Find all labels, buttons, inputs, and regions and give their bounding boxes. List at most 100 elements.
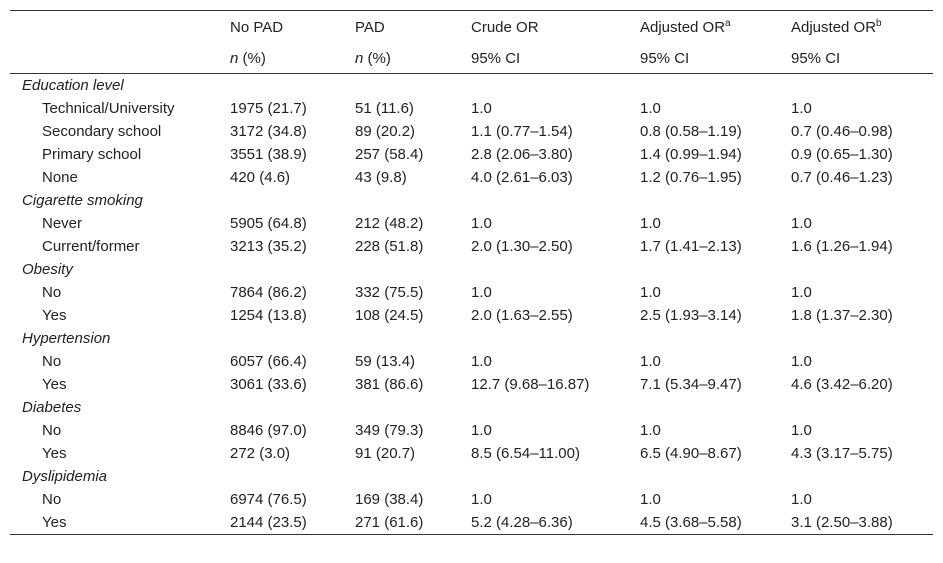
header-cell: No PAD — [220, 11, 345, 44]
cell: 6.5 (4.90–8.67) — [640, 445, 742, 462]
cell: 2.5 (1.93–3.14) — [640, 307, 742, 324]
cell: 1975 (21.7) — [230, 100, 307, 117]
header-cell: 95% CI — [781, 43, 933, 74]
header-cell: 95% CI — [630, 43, 781, 74]
cell: 1.0 — [471, 491, 492, 508]
cell: 7864 (86.2) — [230, 284, 307, 301]
data-row: Current/former 3213 (35.2) 228 (51.8) 2.0 (… — [10, 235, 933, 258]
section-label: Hypertension — [22, 330, 111, 347]
header-text: 95% CI — [471, 49, 521, 67]
cell: 1.0 — [640, 353, 661, 370]
cell: 3061 (33.6) — [230, 376, 307, 393]
section-row: Education level — [10, 74, 933, 98]
cell: 1.6 (1.26–1.94) — [791, 238, 893, 255]
cell: 8.5 (6.54–11.00) — [471, 445, 580, 462]
cell: 1.1 (0.77–1.54) — [471, 123, 573, 140]
cell: 271 (61.6) — [355, 514, 424, 531]
header-cell: n (%) — [345, 43, 461, 74]
cell: 51 (11.6) — [355, 100, 414, 117]
cell: 2.0 (1.30–2.50) — [471, 238, 573, 255]
cell: 228 (51.8) — [355, 238, 424, 255]
data-row: Yes 3061 (33.6) 381 (86.6) 12.7 (9.68–16.87… — [10, 373, 933, 396]
cell: 6974 (76.5) — [230, 491, 307, 508]
data-row: Secondary school 3172 (34.8) 89 (20.2) 1.1 … — [10, 120, 933, 143]
header-cell: 95% CI — [461, 43, 630, 74]
row-label: No — [42, 284, 62, 301]
data-row: Primary school 3551 (38.9) 257 (58.4) 2.8 (… — [10, 143, 933, 166]
cell: 8846 (97.0) — [230, 422, 307, 439]
cell: 59 (13.4) — [355, 353, 416, 370]
data-row: Yes 1254 (13.8) 108 (24.5) 2.0 (1.63–2.55) 2… — [10, 304, 933, 327]
section-label: Cigarette smoking — [22, 192, 143, 209]
section-label: Obesity — [22, 261, 73, 278]
cell: 1.4 (0.99–1.94) — [640, 146, 742, 163]
cell: 0.8 (0.58–1.19) — [640, 123, 742, 140]
cell: 1.0 — [640, 491, 661, 508]
row-label: Yes — [42, 514, 67, 531]
section-row: Dyslipidemia — [10, 465, 933, 488]
cell: 7.1 (5.34–9.47) — [640, 376, 742, 393]
cell: 420 (4.6) — [230, 169, 291, 186]
header-text: Adjusted OR — [791, 19, 877, 36]
cell: 3172 (34.8) — [230, 123, 307, 140]
row-label: Technical/University — [42, 100, 175, 117]
superscript: b — [876, 18, 882, 29]
section-row: Diabetes — [10, 396, 933, 419]
cell: 4.5 (3.68–5.58) — [640, 514, 742, 531]
cell: 1.0 — [791, 491, 812, 508]
data-row: No 8846 (97.0) 349 (79.3) 1.0 1.0 1.0 — [10, 419, 933, 442]
header-text: (%) — [363, 49, 391, 67]
cell: 91 (20.7) — [355, 445, 416, 462]
cell: 1.0 — [471, 215, 492, 232]
row-label: No — [42, 491, 62, 508]
header-cell — [10, 43, 220, 74]
header-cell: n (%) — [220, 43, 345, 74]
cell: 2144 (23.5) — [230, 514, 307, 531]
data-row: Yes 2144 (23.5) 271 (61.6) 5.2 (4.28–6.36) 4… — [10, 511, 933, 535]
section-row: Hypertension — [10, 327, 933, 350]
superscript: a — [725, 18, 731, 29]
cell: 0.7 (0.46–0.98) — [791, 123, 893, 140]
row-label: None — [42, 169, 78, 186]
header-text: 95% CI — [640, 49, 690, 67]
data-row: Yes 272 (3.0) 91 (20.7) 8.5 (6.54–11.00) 6.5… — [10, 442, 933, 465]
row-label: Yes — [42, 376, 67, 393]
cell: 3551 (38.9) — [230, 146, 307, 163]
cell: 1254 (13.8) — [230, 307, 307, 324]
cell: 381 (86.6) — [355, 376, 424, 393]
cell: 1.0 — [791, 215, 812, 232]
cell: 43 (9.8) — [355, 169, 407, 186]
cell: 2.8 (2.06–3.80) — [471, 146, 573, 163]
italic-text: n — [230, 49, 239, 67]
header-text: PAD — [355, 18, 385, 36]
cell: 1.0 — [471, 284, 492, 301]
cell: 0.7 (0.46–1.23) — [791, 169, 893, 186]
cell: 1.0 — [791, 353, 812, 370]
row-label: Current/former — [42, 238, 140, 255]
cell: 5905 (64.8) — [230, 215, 307, 232]
header-text: Adjusted OR — [640, 19, 726, 36]
cell: 4.6 (3.42–6.20) — [791, 376, 893, 393]
data-row: No 7864 (86.2) 332 (75.5) 1.0 1.0 1.0 — [10, 281, 933, 304]
cell: 1.0 — [791, 100, 812, 117]
row-label: No — [42, 353, 62, 370]
row-label: Yes — [42, 307, 67, 324]
header-row: No PAD PAD Crude OR Adjusted ORa Adjusted OR… — [10, 11, 933, 44]
results-table: No PAD PAD Crude OR Adjusted ORa Adjusted OR… — [10, 10, 933, 535]
cell: 1.0 — [791, 422, 812, 439]
header-text: No PAD — [230, 18, 284, 36]
data-row: No 6057 (66.4) 59 (13.4) 1.0 1.0 1.0 — [10, 350, 933, 373]
data-row: Technical/University 1975 (21.7) 51 (11.6)… — [10, 97, 933, 120]
header-text: (%) — [238, 49, 266, 67]
cell: 0.9 (0.65–1.30) — [791, 146, 893, 163]
cell: 1.8 (1.37–2.30) — [791, 307, 893, 324]
data-row: No 6974 (76.5) 169 (38.4) 1.0 1.0 1.0 — [10, 488, 933, 511]
table-header: No PAD PAD Crude OR Adjusted ORa Adjusted OR… — [10, 10, 933, 74]
cell: 1.2 (0.76–1.95) — [640, 169, 742, 186]
cell: 1.7 (1.41–2.13) — [640, 238, 742, 255]
header-cell: Adjusted ORb — [781, 11, 933, 44]
header-cell: Crude OR — [461, 11, 630, 44]
cell: 108 (24.5) — [355, 307, 424, 324]
cell: 1.0 — [640, 422, 661, 439]
